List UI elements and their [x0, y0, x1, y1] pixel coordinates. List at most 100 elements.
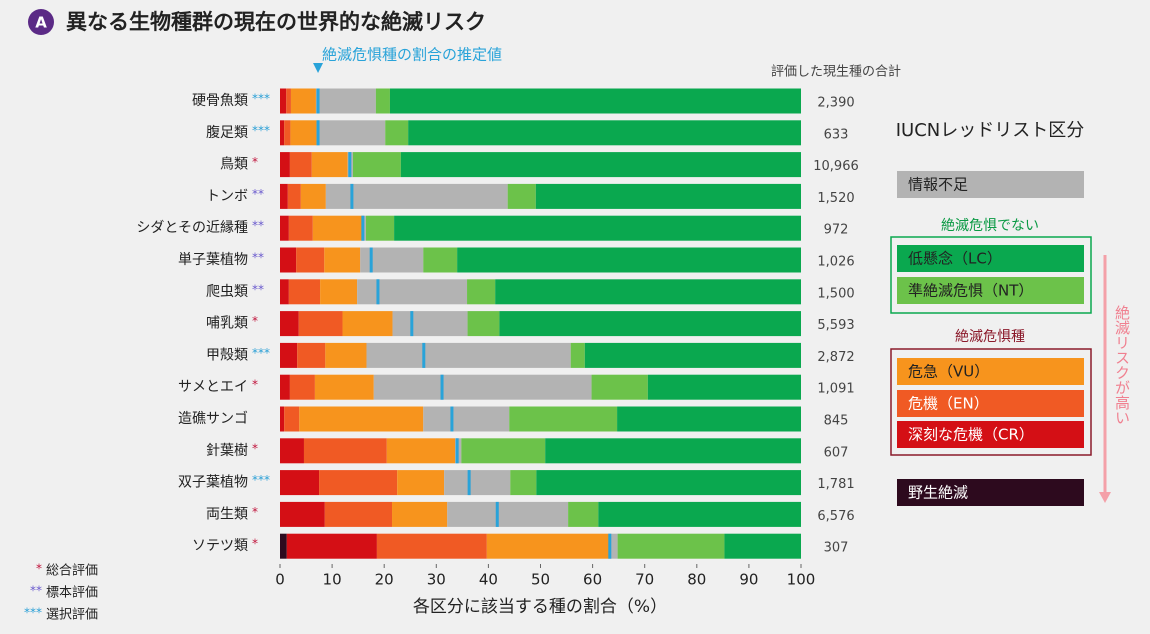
category-label: シダとその近縁種 — [136, 220, 248, 236]
category-label: トンボ — [206, 188, 248, 204]
bar-segment — [447, 501, 569, 527]
total-label: 1,500 — [817, 286, 854, 301]
bar-segment — [510, 470, 537, 496]
bar-segment — [280, 501, 325, 527]
total-label: 1,091 — [817, 382, 854, 397]
legend-swatch — [897, 277, 1084, 304]
bar-segment — [320, 279, 358, 305]
bar-segment — [286, 533, 377, 559]
bar-segment — [290, 88, 316, 114]
category-label: 硬骨魚類 — [192, 93, 248, 109]
bar-segment — [647, 374, 801, 400]
bar-segment — [288, 279, 321, 305]
bar-segment — [284, 120, 291, 146]
estimate-marker — [608, 533, 612, 559]
bar-segment — [284, 406, 300, 432]
estimate-label: 絶滅危惧種の割合の推定値 — [322, 46, 502, 64]
legend-swatch — [897, 171, 1084, 198]
stars: ** — [252, 219, 264, 233]
bar-segment — [617, 406, 801, 432]
bar-segment — [296, 247, 325, 273]
estimate-pointer — [313, 63, 324, 73]
bar-segment — [316, 120, 386, 146]
bar-segment — [311, 152, 348, 178]
totals-header: 評価した現生種の合計 — [771, 64, 901, 80]
bar-segment — [423, 406, 510, 432]
x-tick-label: 50 — [531, 571, 550, 589]
bar-segment — [303, 438, 387, 464]
bar-segment — [315, 88, 376, 114]
bar-segment — [608, 533, 618, 559]
group-frame — [890, 236, 1092, 314]
category-label: 両生類 — [206, 506, 248, 522]
bar-segment — [423, 247, 458, 273]
bar-segment — [457, 247, 801, 273]
bar-segment — [495, 279, 801, 305]
estimate-marker — [495, 501, 499, 527]
bar-segment — [280, 311, 299, 337]
x-tick-label: 80 — [687, 571, 706, 589]
legend-label: 情報不足 — [908, 176, 968, 194]
total-label: 2,872 — [817, 350, 854, 365]
legend-label: 低懸念（LC） — [908, 250, 1002, 268]
bar-segment — [392, 311, 468, 337]
x-tick-label: 100 — [787, 571, 816, 589]
bar-segment — [507, 183, 536, 209]
total-label: 10,966 — [813, 159, 859, 174]
bar-segment — [299, 406, 424, 432]
category-label: 針葉樹 — [206, 443, 248, 459]
bar-segment — [298, 311, 343, 337]
estimate-marker — [467, 470, 471, 496]
footnote-stars: *** — [24, 606, 42, 620]
total-label: 1,026 — [817, 255, 854, 270]
footnote: 選択評価 — [46, 608, 98, 623]
legend-title: IUCNレッドリスト区分 — [896, 120, 1085, 141]
x-tick-label: 60 — [583, 571, 602, 589]
chart-title: 異なる生物種群の現在の世界的な絶滅リスク — [66, 10, 486, 34]
bar-segment — [280, 342, 298, 368]
bar-segment — [617, 533, 725, 559]
risk-arrow-head — [1099, 492, 1111, 503]
bar-segment — [591, 374, 648, 400]
legend-label: 危機（EN） — [908, 395, 989, 413]
bar-segment — [392, 501, 448, 527]
stars: * — [252, 155, 258, 169]
total-label: 1,781 — [817, 477, 854, 492]
estimate-marker — [440, 374, 444, 400]
group-frame — [890, 348, 1092, 456]
category-label: 甲殻類 — [206, 347, 248, 363]
stars: *** — [252, 346, 270, 360]
risk-arrow-label: 絶滅リスクが高い — [1113, 305, 1131, 425]
bar-segment — [342, 311, 393, 337]
total-label: 2,390 — [817, 96, 854, 111]
bar-segment — [352, 152, 401, 178]
bar-segment — [499, 311, 801, 337]
stars: * — [252, 537, 258, 551]
bar-segment — [373, 374, 592, 400]
stars: ** — [252, 251, 264, 265]
badge: A — [35, 14, 47, 32]
bar-segment — [300, 183, 326, 209]
stars: ** — [252, 187, 264, 201]
bar-segment — [280, 88, 287, 114]
total-label: 633 — [824, 127, 849, 142]
category-label: 双子葉植物 — [178, 475, 248, 491]
stars: * — [252, 505, 258, 519]
estimate-marker — [361, 215, 365, 241]
total-label: 6,576 — [817, 509, 854, 524]
estimate-marker — [455, 438, 459, 464]
stars: * — [252, 378, 258, 392]
x-tick-label: 30 — [427, 571, 446, 589]
bar-segment — [324, 501, 393, 527]
bar-segment — [289, 152, 312, 178]
footnote-stars: ** — [30, 584, 42, 598]
x-tick-label: 40 — [479, 571, 498, 589]
estimate-marker — [450, 406, 454, 432]
category-label: 単子葉植物 — [178, 252, 248, 268]
bar-segment — [312, 215, 362, 241]
footnote: 標本評価 — [46, 586, 98, 601]
bar-segment — [536, 470, 801, 496]
bar-segment — [444, 470, 511, 496]
bar-segment — [386, 438, 456, 464]
